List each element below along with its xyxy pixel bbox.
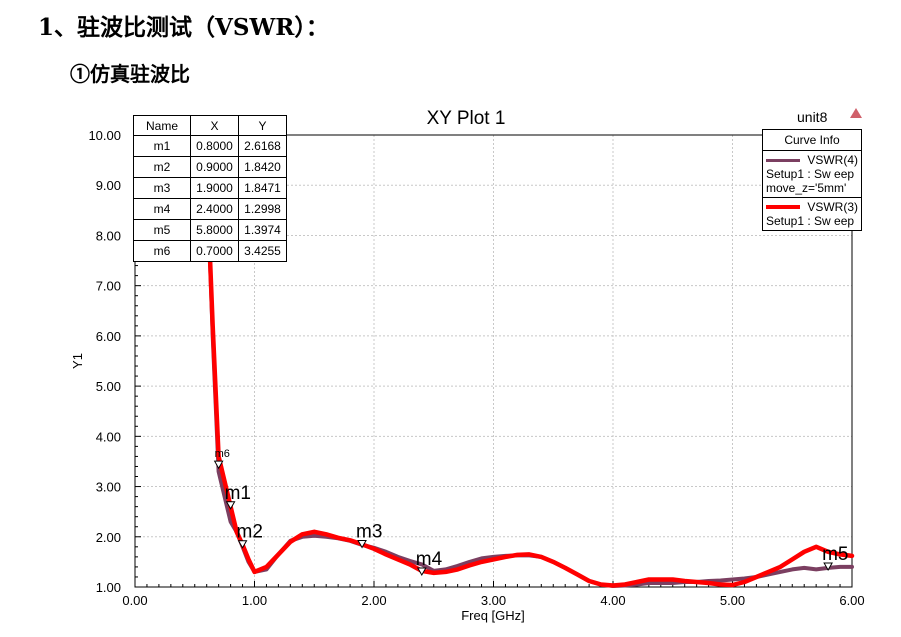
- marker-x-cell: 0.7000: [190, 240, 239, 262]
- column-header-x: X: [190, 115, 239, 136]
- y-tick-label: 5.00: [96, 379, 121, 394]
- marker-name-cell: m6: [133, 240, 191, 262]
- column-header-y: Y: [238, 115, 287, 136]
- chart-title: XY Plot 1: [427, 108, 506, 129]
- x-tick-label: 2.00: [361, 593, 386, 608]
- marker-label-m2: m2: [237, 522, 263, 543]
- marker-label-m3: m3: [356, 521, 382, 542]
- legend-variable-text: move_z='5mm': [766, 181, 847, 195]
- marker-x-cell: 0.8000: [190, 135, 239, 157]
- table-row: m2 0.9000 1.8420: [133, 156, 287, 178]
- section-subheading: ①仿真驻波比: [70, 62, 190, 86]
- y-tick-label: 7.00: [96, 279, 121, 294]
- table-row: m4 2.4000 1.2998: [133, 198, 287, 220]
- marker-name-cell: m2: [133, 156, 191, 178]
- marker-m1: [225, 501, 236, 510]
- legend-series-name: VSWR(3): [807, 200, 858, 214]
- marker-x-cell: 2.4000: [190, 198, 239, 220]
- column-header-name: Name: [133, 115, 191, 136]
- curve-info-title: Curve Info: [763, 130, 861, 151]
- legend-entry-vswr3[interactable]: VSWR(3) Setup1 : Sw eep: [763, 197, 861, 230]
- table-row: m1 0.8000 2.6168: [133, 135, 287, 157]
- table-row: m3 1.9000 1.8471: [133, 177, 287, 199]
- marker-m3: [357, 539, 367, 549]
- x-tick-label: 1.00: [242, 593, 267, 608]
- series-line-vswr4: [204, 138, 854, 588]
- legend-entry-vswr4[interactable]: VSWR(4) Setup1 : Sw eep move_z='5mm': [763, 151, 861, 197]
- marker-name-cell: m3: [133, 177, 191, 199]
- x-tick-label: 0.00: [122, 593, 147, 608]
- marker-table-header: Name X Y: [133, 115, 287, 136]
- curve-info-legend: Curve Info VSWR(4) Setup1 : Sw eep move_…: [762, 129, 862, 231]
- legend-swatch: [766, 205, 800, 209]
- y-tick-label: 9.00: [96, 178, 121, 193]
- marker-y-cell: 1.2998: [238, 198, 287, 220]
- collapse-triangle-icon[interactable]: [850, 108, 862, 118]
- y-tick-label: 3.00: [96, 480, 121, 495]
- marker-m4: [416, 567, 427, 576]
- marker-m6: [213, 460, 224, 470]
- marker-x-cell: 0.9000: [190, 156, 239, 178]
- x-axis-label: Freq [GHz]: [461, 608, 525, 623]
- marker-label-m6: m6: [215, 448, 230, 460]
- marker-name-cell: m1: [133, 135, 191, 157]
- marker-y-cell: 1.3974: [238, 219, 287, 241]
- marker-label-m5: m5: [822, 544, 848, 565]
- marker-name-cell: m5: [133, 219, 191, 241]
- marker-name-cell: m4: [133, 198, 191, 220]
- y-tick-label: 8.00: [96, 228, 121, 243]
- y-axis-label: Y1: [70, 353, 85, 369]
- y-tick-label: 4.00: [96, 429, 121, 444]
- series-line-vswr3: [204, 137, 855, 588]
- section-heading: 1、驻波比测试（VSWR）：: [38, 14, 329, 41]
- marker-y-cell: 1.8471: [238, 177, 287, 199]
- marker-y-cell: 2.6168: [238, 135, 287, 157]
- table-row: m5 5.8000 1.3974: [133, 219, 287, 241]
- marker-x-cell: 1.9000: [190, 177, 239, 199]
- marker-y-cell: 1.8420: [238, 156, 287, 178]
- legend-setup-text: Setup1 : Sw eep: [766, 167, 855, 181]
- marker-table: Name X Y m1 0.8000 2.6168 m2 0.9000 1.84…: [133, 115, 287, 262]
- y-tick-label: 6.00: [96, 329, 121, 344]
- marker-m2: [237, 540, 248, 549]
- legend-series-name: VSWR(4): [807, 153, 858, 167]
- legend-setup-text: Setup1 : Sw eep: [766, 214, 855, 228]
- marker-y-cell: 3.4255: [238, 240, 287, 262]
- marker-x-cell: 5.8000: [190, 219, 239, 241]
- x-tick-label: 5.00: [720, 593, 745, 608]
- legend-swatch: [766, 158, 800, 162]
- x-tick-label: 6.00: [839, 593, 864, 608]
- marker-label-m1: m1: [225, 483, 251, 504]
- table-row: m6 0.7000 3.4255: [133, 240, 287, 262]
- unit-label: unit8: [797, 109, 828, 125]
- x-tick-label: 3.00: [481, 593, 506, 608]
- y-tick-label: 1.00: [96, 580, 121, 595]
- x-tick-label: 4.00: [600, 593, 625, 608]
- y-tick-label: 2.00: [96, 530, 121, 545]
- marker-m5: [823, 562, 833, 572]
- marker-label-m4: m4: [416, 549, 443, 570]
- y-tick-label: 10.00: [88, 128, 121, 143]
